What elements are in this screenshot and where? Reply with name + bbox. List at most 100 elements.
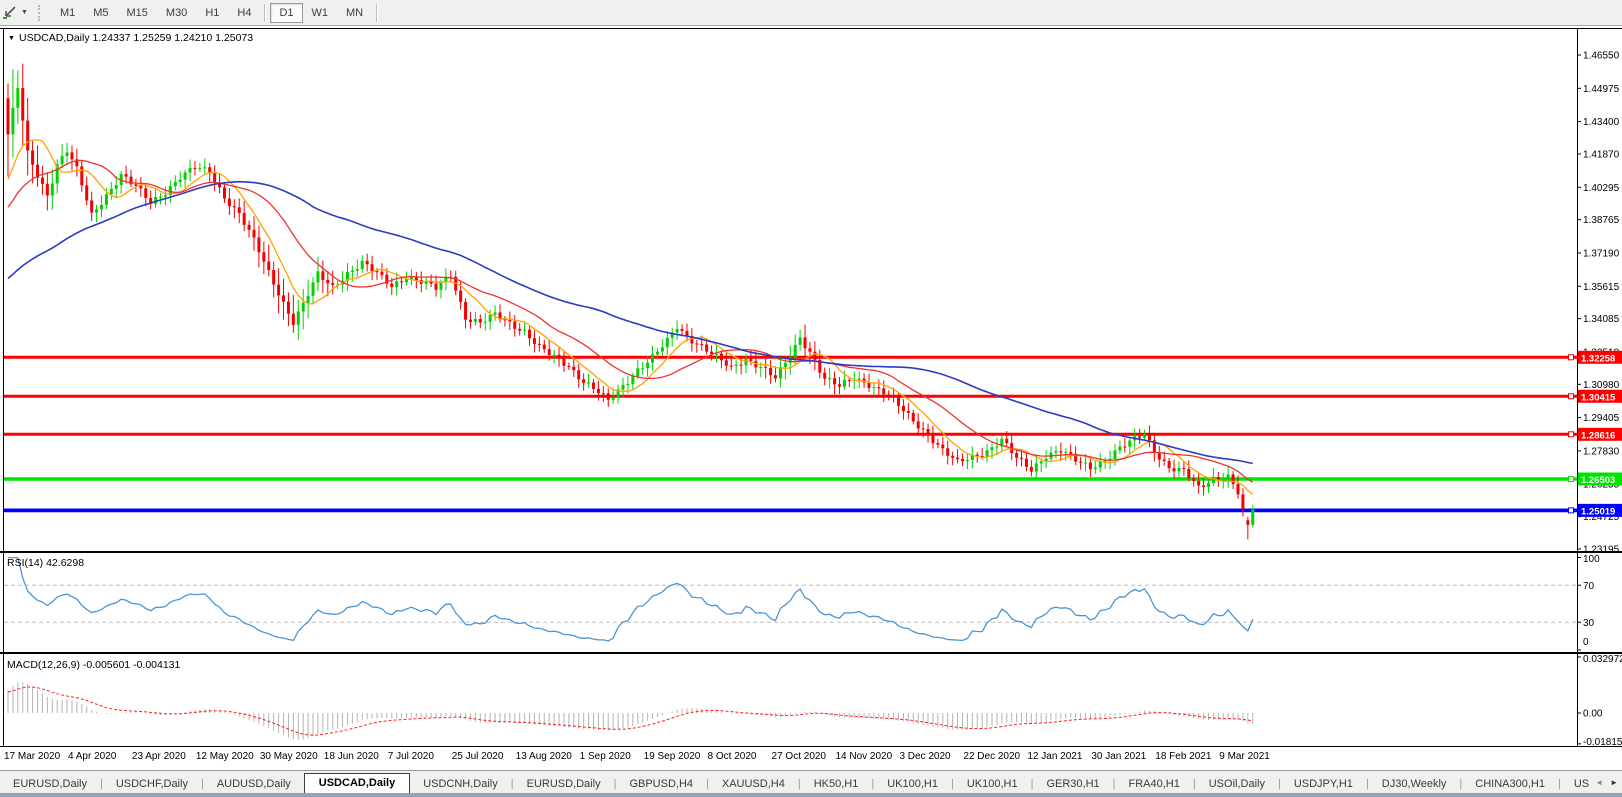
svg-text:1.46550: 1.46550 xyxy=(1583,51,1620,62)
svg-text:1.28616: 1.28616 xyxy=(1581,430,1615,441)
chart-tab-usdchf-daily[interactable]: USDCHF,Daily xyxy=(115,778,188,790)
svg-text:▼: ▼ xyxy=(8,35,15,42)
tab-separator: | xyxy=(1365,778,1369,790)
tab-separator: | xyxy=(871,778,875,790)
chart-tab-audusd-daily[interactable]: AUDUSD,Daily xyxy=(216,778,291,790)
date-label: 25 Jul 2020 xyxy=(451,751,504,762)
chart-title: ▼ USDCAD,Daily 1.24337 1.25259 1.24210 1.… xyxy=(8,32,253,44)
svg-text:USDCAD,Daily 1.24337 1.25259: USDCAD,Daily 1.24337 1.25259 1.24210 1.2… xyxy=(19,32,253,44)
date-label: 12 May 2020 xyxy=(195,751,254,762)
moving-average-ma-fast xyxy=(7,139,1254,495)
timeframe-button-h4[interactable]: H4 xyxy=(237,6,252,19)
chart-tab-eurusd-daily[interactable]: EURUSD,Daily xyxy=(526,778,601,790)
date-label: 8 Oct 2020 xyxy=(707,751,757,762)
toolbar-separator xyxy=(376,3,379,22)
date-label: 1 Sep 2020 xyxy=(579,751,631,762)
tab-separator: | xyxy=(200,778,204,790)
tab-separator: | xyxy=(1192,778,1196,790)
tab-separator: | xyxy=(1030,778,1034,790)
pointer-tool-icon[interactable] xyxy=(1,5,17,21)
svg-text:1.30980: 1.30980 xyxy=(1583,380,1620,391)
tab-scroll-arrows: ◄ ► xyxy=(1591,771,1622,793)
svg-text:1.35615: 1.35615 xyxy=(1583,282,1620,293)
chart-tab-ger30-h1[interactable]: GER30,H1 xyxy=(1046,778,1100,790)
tab-separator: | xyxy=(1277,778,1281,790)
svg-text:1.38765: 1.38765 xyxy=(1583,215,1620,226)
date-label: 27 Oct 2020 xyxy=(771,751,826,762)
svg-text:100: 100 xyxy=(1583,554,1600,565)
date-label: 30 May 2020 xyxy=(259,751,318,762)
price-axis: 1.46550 1.44975 1.43400 1.41870 1.40295 1.387… xyxy=(1577,51,1620,552)
svg-text:0.00: 0.00 xyxy=(1583,709,1603,720)
chart-tab-usdcad-daily[interactable]: USDCAD,Daily xyxy=(303,773,411,794)
date-label: 4 Apr 2020 xyxy=(67,751,117,762)
chart-tab-usdjpy-h1[interactable]: USDJPY,H1 xyxy=(1293,778,1353,790)
timeframe-button-m30[interactable]: M30 xyxy=(165,6,188,19)
date-label: 12 Jan 2021 xyxy=(1027,751,1083,762)
tab-separator: | xyxy=(99,778,103,790)
date-label: 3 Dec 2020 xyxy=(899,751,951,762)
svg-text:1.29405: 1.29405 xyxy=(1583,413,1620,424)
date-label: 30 Jan 2021 xyxy=(1091,751,1147,762)
moving-average-ma-mid xyxy=(7,159,1254,483)
rsi-label: RSI(14) 42.6298 xyxy=(7,557,84,569)
timeframe-button-h1[interactable]: H1 xyxy=(205,6,220,19)
svg-text:70: 70 xyxy=(1583,581,1595,592)
timeframe-toolbar: ▼ M1 M5 M15 M30 H1 H4 D1 W1 MN xyxy=(0,0,1622,26)
moving-average-ma-slow xyxy=(7,180,1253,465)
svg-text:0: 0 xyxy=(1583,637,1589,648)
svg-text:1.26503: 1.26503 xyxy=(1581,475,1615,486)
chart-tab-uk100-h1[interactable]: UK100,H1 xyxy=(887,778,938,790)
svg-text:1.30415: 1.30415 xyxy=(1581,392,1616,403)
date-label: 23 Apr 2020 xyxy=(131,751,186,762)
candlesticks xyxy=(6,63,1255,540)
date-label: 13 Aug 2020 xyxy=(515,751,572,762)
timeframe-button-m1[interactable]: M1 xyxy=(59,6,76,19)
date-label: 19 Sep 2020 xyxy=(643,751,701,762)
tab-scroll-right-icon[interactable]: ► xyxy=(1610,777,1618,787)
chart-tab-uk100-h1[interactable]: UK100,H1 xyxy=(966,778,1018,790)
svg-text:1.23195: 1.23195 xyxy=(1583,544,1620,552)
date-label: 18 Jun 2020 xyxy=(323,751,379,762)
chart-tab-dj30-weekly[interactable]: DJ30,Weekly xyxy=(1381,778,1447,790)
timeframe-button-m15[interactable]: M15 xyxy=(126,6,148,19)
svg-text:1.40295: 1.40295 xyxy=(1583,183,1620,194)
macd-axis: 0.032972 0.00 -0.018154 xyxy=(1577,654,1622,747)
date-label: 22 Dec 2020 xyxy=(963,751,1021,762)
chart-tab-fra40-h1[interactable]: FRA40,H1 xyxy=(1128,778,1180,790)
svg-text:0.032972: 0.032972 xyxy=(1583,654,1622,665)
rsi-indicator-panel[interactable]: 100 70 30 0 RSI(14) 42.6298 xyxy=(0,552,1622,653)
macd-indicator-panel[interactable]: 0.032972 0.00 -0.018154 MACD(12,26,9) -0.00… xyxy=(0,653,1622,747)
chart-tab-hk50-h1[interactable]: HK50,H1 xyxy=(813,778,859,790)
svg-text:1.24725: 1.24725 xyxy=(1583,512,1620,523)
chart-tab-us[interactable]: US xyxy=(1573,778,1590,790)
main-price-chart[interactable]: 1.46550 1.44975 1.43400 1.41870 1.40295 1.387… xyxy=(0,26,1622,552)
svg-text:1.41870: 1.41870 xyxy=(1583,149,1620,160)
chart-tab-gbpusd-h4[interactable]: GBPUSD,H4 xyxy=(629,778,694,790)
tab-scroll-left-icon[interactable]: ◄ xyxy=(1595,777,1604,787)
svg-text:1.44975: 1.44975 xyxy=(1583,84,1620,95)
svg-text:1.37190: 1.37190 xyxy=(1583,248,1620,259)
macd-signal-line xyxy=(7,686,1253,736)
timeframe-button-mn[interactable]: MN xyxy=(346,6,364,19)
chart-tab-usdcnh-daily[interactable]: USDCNH,Daily xyxy=(423,778,498,790)
date-label: 9 Mar 2021 xyxy=(1219,751,1270,762)
tab-separator: | xyxy=(510,778,514,790)
toolbar-grip[interactable] xyxy=(37,4,43,21)
timeframe-buttons: M1 M5 M15 M30 H1 H4 D1 W1 MN xyxy=(51,2,382,23)
svg-text:1.32258: 1.32258 xyxy=(1581,353,1615,364)
rsi-axis: 100 70 30 0 xyxy=(1577,554,1600,651)
dropdown-caret-icon[interactable]: ▼ xyxy=(21,9,28,16)
date-label: 18 Feb 2021 xyxy=(1155,751,1212,762)
macd-histogram xyxy=(7,682,1254,740)
chart-tab-eurusd-daily[interactable]: EURUSD,Daily xyxy=(13,778,87,790)
chart-tab-china300-h1[interactable]: CHINA300,H1 xyxy=(1475,778,1545,790)
svg-text:30: 30 xyxy=(1583,618,1595,629)
timeframe-button-m5[interactable]: M5 xyxy=(93,6,109,19)
tab-separator: | xyxy=(797,778,801,790)
chart-tab-usoil-daily[interactable]: USOil,Daily xyxy=(1208,778,1265,790)
timeframe-button-d1[interactable]: D1 xyxy=(270,2,303,23)
tab-separator: | xyxy=(1112,778,1116,790)
timeframe-button-w1[interactable]: W1 xyxy=(311,6,329,19)
chart-tab-xauusd-h4[interactable]: XAUUSD,H4 xyxy=(721,778,785,790)
